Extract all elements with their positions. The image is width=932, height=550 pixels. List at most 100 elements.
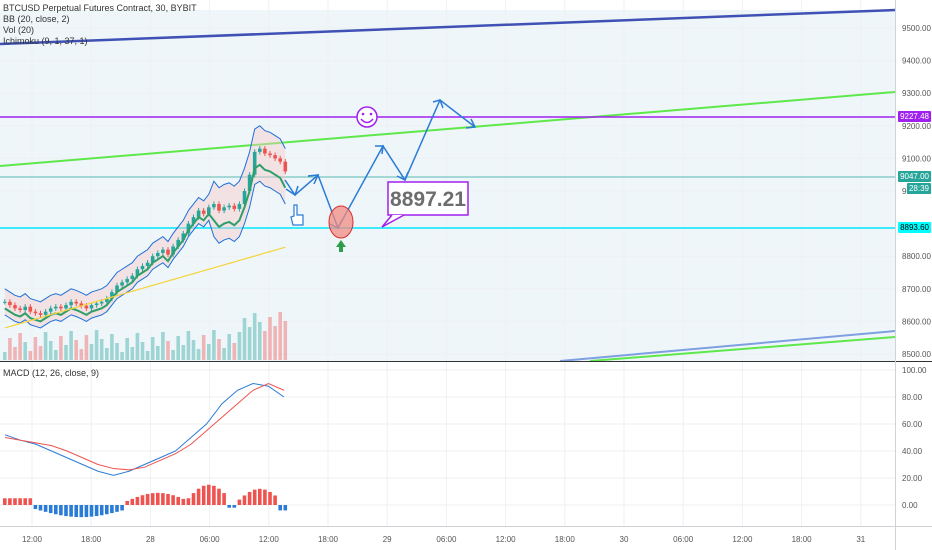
volume-bar bbox=[33, 337, 38, 360]
candle bbox=[115, 285, 119, 293]
volume-bar bbox=[125, 338, 129, 360]
macd-histogram-bar bbox=[196, 488, 201, 505]
price-tick-label: 9500.00 bbox=[902, 24, 931, 33]
candle bbox=[196, 210, 201, 218]
time-tick-label: 12:00 bbox=[732, 535, 753, 544]
projection-path[interactable] bbox=[284, 98, 476, 230]
candle bbox=[207, 207, 211, 214]
candle bbox=[186, 223, 191, 234]
moving-averages bbox=[4, 125, 287, 329]
symbol-label[interactable]: BTCUSD Perpetual Futures Contract, 30, B… bbox=[3, 3, 197, 13]
ichimoku-label[interactable]: Ichimoku (9, 1, 37, 1) bbox=[3, 36, 88, 46]
bb-label[interactable]: BB (20, close, 2) bbox=[3, 14, 70, 24]
bb-upper-line bbox=[4, 125, 286, 303]
upper-trend-line[interactable] bbox=[0, 8, 896, 46]
macd-legend[interactable]: MACD (12, 26, close, 9) bbox=[3, 368, 100, 378]
price-tick-label: 8500.00 bbox=[902, 350, 931, 359]
candle bbox=[161, 249, 165, 253]
macd-histogram-bar bbox=[64, 505, 68, 517]
candle bbox=[176, 239, 180, 247]
macd-histogram-bar bbox=[283, 505, 288, 511]
macd-histogram-bar bbox=[140, 495, 145, 505]
volume-bar bbox=[196, 349, 201, 360]
macd-histogram-bar bbox=[268, 491, 272, 505]
up-arrow-icon bbox=[336, 240, 346, 252]
macd-histogram-bar bbox=[156, 492, 160, 505]
lower-blue-trend-line[interactable] bbox=[559, 330, 896, 362]
volume-bar bbox=[94, 330, 99, 360]
candle bbox=[3, 301, 7, 303]
candle bbox=[89, 305, 94, 309]
volume-bar bbox=[191, 340, 196, 360]
volume-bar bbox=[8, 338, 12, 360]
last-price-tag: 9047.00 bbox=[898, 171, 931, 182]
candles bbox=[3, 146, 288, 318]
macd-histogram bbox=[3, 484, 288, 518]
volume-bar bbox=[237, 332, 242, 360]
candle bbox=[263, 148, 267, 154]
price-callout[interactable]: 8897.21 bbox=[381, 181, 469, 228]
hand-pointer-icon bbox=[290, 204, 304, 226]
candle bbox=[181, 233, 186, 240]
candle bbox=[18, 308, 22, 310]
candle bbox=[28, 306, 33, 312]
macd-tick-label: 100.00 bbox=[902, 366, 927, 375]
candle bbox=[247, 174, 252, 191]
price-tick-label: 9300.00 bbox=[902, 89, 931, 98]
macd-histogram-bar bbox=[110, 505, 114, 514]
volume-bar bbox=[273, 326, 277, 360]
macd-tick-label: 60.00 bbox=[902, 420, 923, 429]
chart-legend: BTCUSD Perpetual Futures Contract, 30, B… bbox=[3, 3, 197, 47]
volume-bar bbox=[242, 318, 247, 360]
volume-bar bbox=[212, 330, 216, 360]
volume-bar bbox=[69, 331, 73, 360]
candle bbox=[140, 265, 145, 270]
candle bbox=[54, 306, 58, 309]
vol-label[interactable]: Vol (20) bbox=[3, 25, 35, 35]
macd-histogram-bar bbox=[263, 489, 267, 505]
macd-histogram-bar bbox=[227, 505, 231, 508]
candle bbox=[242, 191, 247, 205]
time-tick-label: 29 bbox=[383, 535, 392, 544]
macd-histogram-bar bbox=[191, 493, 196, 505]
macd-histogram-bar bbox=[13, 498, 17, 505]
bb-lower-line bbox=[4, 180, 286, 329]
macd-line bbox=[4, 382, 285, 476]
price-tick-label: 8700.00 bbox=[902, 285, 931, 294]
price-tick-label: 9100.00 bbox=[902, 154, 931, 163]
macd-histogram-bar bbox=[79, 505, 84, 518]
time-tick-label: 12:00 bbox=[496, 535, 517, 544]
time-tick-label: 06:00 bbox=[436, 535, 457, 544]
target-ellipse[interactable] bbox=[328, 205, 354, 239]
volume-bar bbox=[171, 350, 175, 360]
volume-bar bbox=[84, 335, 89, 360]
macd-tick-label: 40.00 bbox=[902, 447, 923, 456]
lower-green-trend-line[interactable] bbox=[589, 336, 896, 362]
macd-histogram-bar bbox=[125, 500, 129, 505]
price-tick-label: 8800.00 bbox=[902, 252, 931, 261]
volume-bar bbox=[166, 341, 170, 360]
macd-histogram-bar bbox=[171, 495, 175, 505]
candle bbox=[283, 161, 288, 172]
candle bbox=[237, 204, 242, 209]
macd-histogram-bar bbox=[23, 498, 27, 505]
macd-tick-label: 0.00 bbox=[902, 501, 918, 510]
volume-bar bbox=[120, 352, 124, 360]
candle bbox=[74, 301, 78, 304]
candle bbox=[258, 148, 262, 152]
candle bbox=[120, 282, 124, 286]
volume-bar bbox=[115, 343, 119, 360]
volume-bar bbox=[181, 345, 186, 360]
candle bbox=[278, 158, 282, 162]
macd-histogram-bar bbox=[3, 498, 7, 505]
grid bbox=[31, 0, 862, 526]
macd-histogram-bar bbox=[232, 505, 237, 508]
candle bbox=[150, 256, 155, 263]
callout-price-text: 8897.21 bbox=[390, 188, 466, 211]
candle bbox=[59, 306, 63, 309]
green-trend-line[interactable] bbox=[0, 91, 896, 167]
candle bbox=[212, 204, 216, 208]
volume-bar bbox=[232, 343, 237, 360]
macd-histogram-bar bbox=[135, 496, 140, 505]
time-tick-label: 12:00 bbox=[22, 535, 43, 544]
